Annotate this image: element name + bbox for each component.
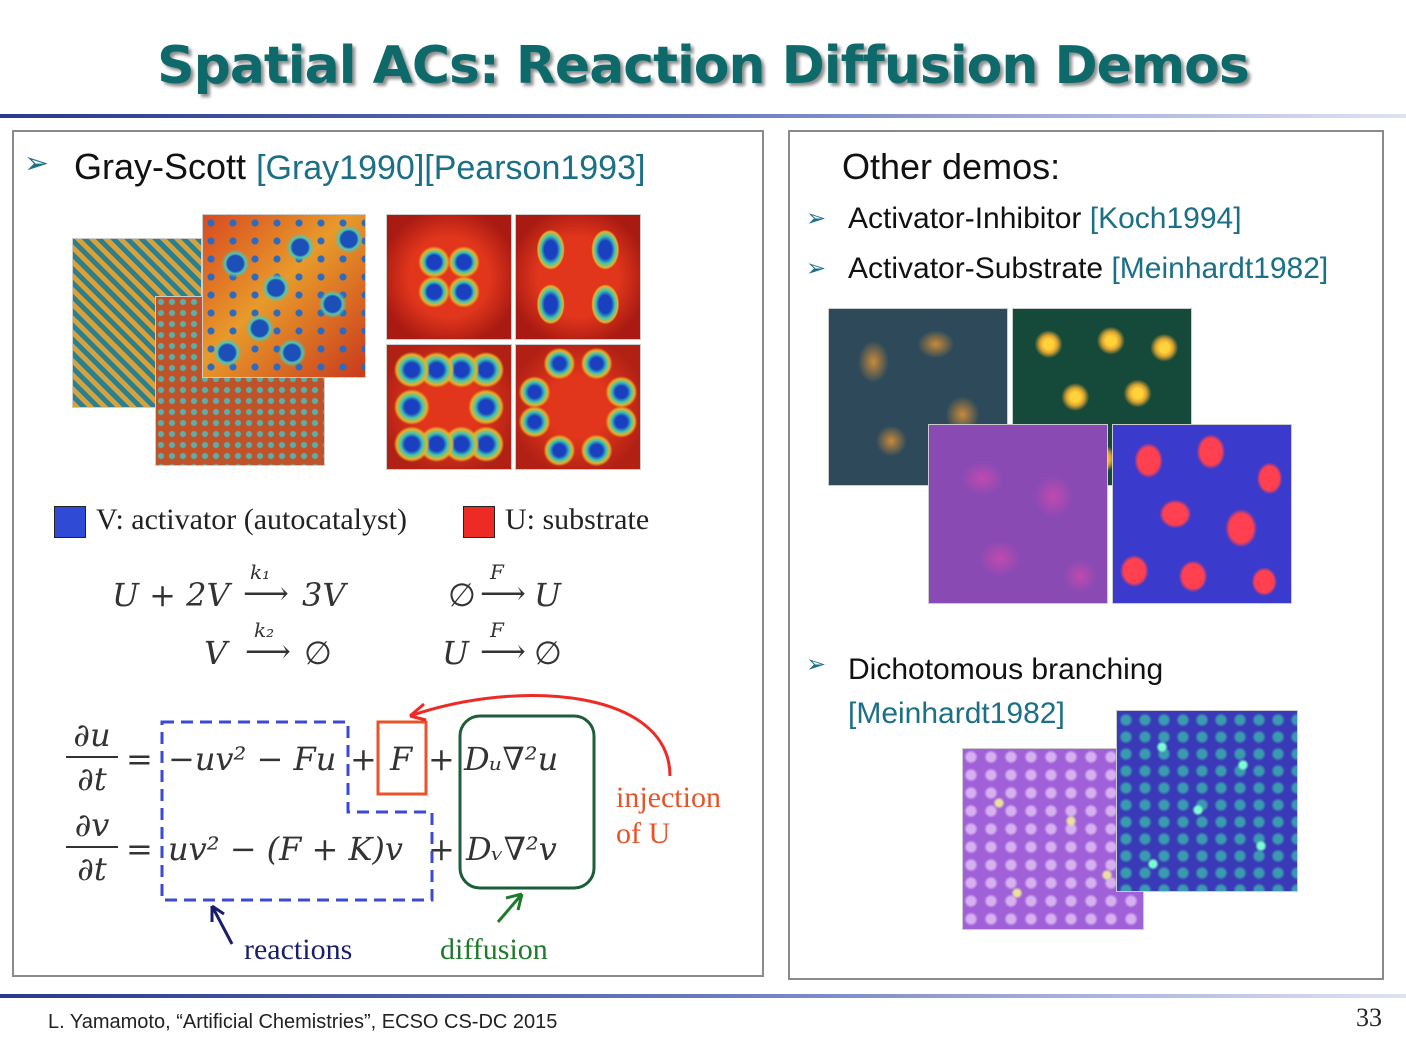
pattern-image-blue-branching xyxy=(1116,710,1298,892)
dv-denominator: ∂t xyxy=(77,850,107,888)
diffusion-box xyxy=(458,714,596,890)
injection-annotation: injection of U xyxy=(616,780,721,852)
title-rule xyxy=(0,114,1406,118)
demo-item-cite: [Meinhardt1982] xyxy=(848,697,1065,730)
eq1-plus-1: + xyxy=(350,740,377,778)
reactions-dashed-box xyxy=(160,720,434,902)
reaction-1-right: 3V xyxy=(302,576,346,614)
du-dt-fraction: ∂u ∂t xyxy=(66,716,118,798)
eq1-injection-term: F xyxy=(390,740,413,778)
reaction-2-arrow-icon: ⟶ xyxy=(245,632,291,670)
dv-dt-fraction: ∂v ∂t xyxy=(66,806,118,888)
demo-item-label: Dichotomous branching xyxy=(848,653,1164,686)
reaction-3-rate: F xyxy=(490,560,504,584)
diffusion-annotation: diffusion xyxy=(440,933,548,966)
legend-u-swatch xyxy=(463,506,495,538)
pattern-image-red-ovals xyxy=(1112,424,1292,604)
du-denominator: ∂t xyxy=(77,760,107,798)
du-numerator: ∂u xyxy=(73,716,111,754)
eq1-diffusion-term: Dᵤ∇²u xyxy=(464,740,559,778)
eq2-diffusion-term: Dᵥ∇²v xyxy=(466,830,557,868)
pattern-image-worms xyxy=(202,214,366,378)
eq1-equals: = xyxy=(126,740,153,778)
demo-item-label: Activator-Inhibitor xyxy=(848,202,1082,235)
bullet-arrow-icon: ➢ xyxy=(24,147,50,180)
pattern-image-purple-branching xyxy=(962,748,1144,930)
reaction-4-right: ∅ xyxy=(534,634,562,672)
footer-credit: L. Yamamoto, “Artificial Chemistries”, E… xyxy=(48,1011,558,1033)
eq2-equals: = xyxy=(126,830,153,868)
injection-annotation-line2: of U xyxy=(616,817,671,850)
bullet-arrow-icon: ➢ xyxy=(806,205,827,232)
demo-item-label: Activator-Substrate xyxy=(848,252,1104,285)
other-demos-heading: Other demos: xyxy=(842,146,1061,187)
injection-annotation-line1: injection xyxy=(616,781,721,814)
pattern-image-four-spots xyxy=(386,214,512,340)
reaction-4-rate: F xyxy=(490,618,504,642)
eq2-reaction-term: uv² − (F + K)v xyxy=(168,830,403,868)
reaction-2-left: V xyxy=(204,634,228,672)
reaction-2-right: ∅ xyxy=(304,634,332,672)
pattern-image-ring-of-spots xyxy=(386,344,512,470)
pattern-image-octagon-spots xyxy=(515,344,641,470)
reaction-1-arrow-icon: ⟶ xyxy=(243,574,289,612)
pattern-image-four-ovals xyxy=(515,214,641,340)
legend-v-swatch xyxy=(54,506,86,538)
demo-item-cite: [Koch1994] xyxy=(1089,202,1242,235)
reaction-3-left: ∅ xyxy=(448,576,476,614)
demo-item-cite: [Meinhardt1982] xyxy=(1111,252,1329,285)
pattern-image-magenta-blur xyxy=(928,424,1108,604)
reaction-3-arrow-icon: ⟶ xyxy=(480,574,526,612)
legend-v-label: V: activator (autocatalyst) xyxy=(96,503,407,536)
footer-rule xyxy=(0,994,1406,998)
reaction-3-right: U xyxy=(534,576,561,614)
diffusion-arrow-icon xyxy=(496,892,524,923)
gray-scott-cites: [Gray1990][Pearson1993] xyxy=(256,149,646,187)
reaction-4-arrow-icon: ⟶ xyxy=(480,632,526,670)
reactions-annotation: reactions xyxy=(244,933,353,966)
eq1-plus-2: + xyxy=(428,740,455,778)
reactions-arrow-icon xyxy=(210,904,234,945)
dv-numerator: ∂v xyxy=(74,806,110,844)
legend-u-label: U: substrate xyxy=(505,503,650,536)
reaction-1-left: U + 2V xyxy=(112,576,230,614)
gray-scott-label: Gray-Scott xyxy=(74,146,247,187)
reaction-2-rate: k₂ xyxy=(254,618,275,642)
page-number: 33 xyxy=(1356,1003,1382,1032)
reaction-4-left: U xyxy=(442,634,469,672)
demo-item-dichotomous-branching: Dichotomous branching [Meinhardt1982] xyxy=(848,648,1163,736)
eq1-reaction-term: −uv² − Fu xyxy=(168,740,337,778)
slide-title: Spatial ACs: Reaction Diffusion Demos xyxy=(157,36,1250,96)
bullet-arrow-icon: ➢ xyxy=(806,255,827,282)
injection-arrow-icon xyxy=(409,694,672,777)
injection-box xyxy=(376,720,428,796)
reaction-1-rate: k₁ xyxy=(250,560,271,584)
demo-item-activator-inhibitor: Activator-Inhibitor [Koch1994] xyxy=(848,202,1242,236)
bullet-arrow-icon: ➢ xyxy=(806,651,827,678)
demo-item-activator-substrate: Activator-Substrate [Meinhardt1982] xyxy=(848,252,1328,286)
gray-scott-heading: Gray-Scott [Gray1990][Pearson1993] xyxy=(74,146,645,188)
